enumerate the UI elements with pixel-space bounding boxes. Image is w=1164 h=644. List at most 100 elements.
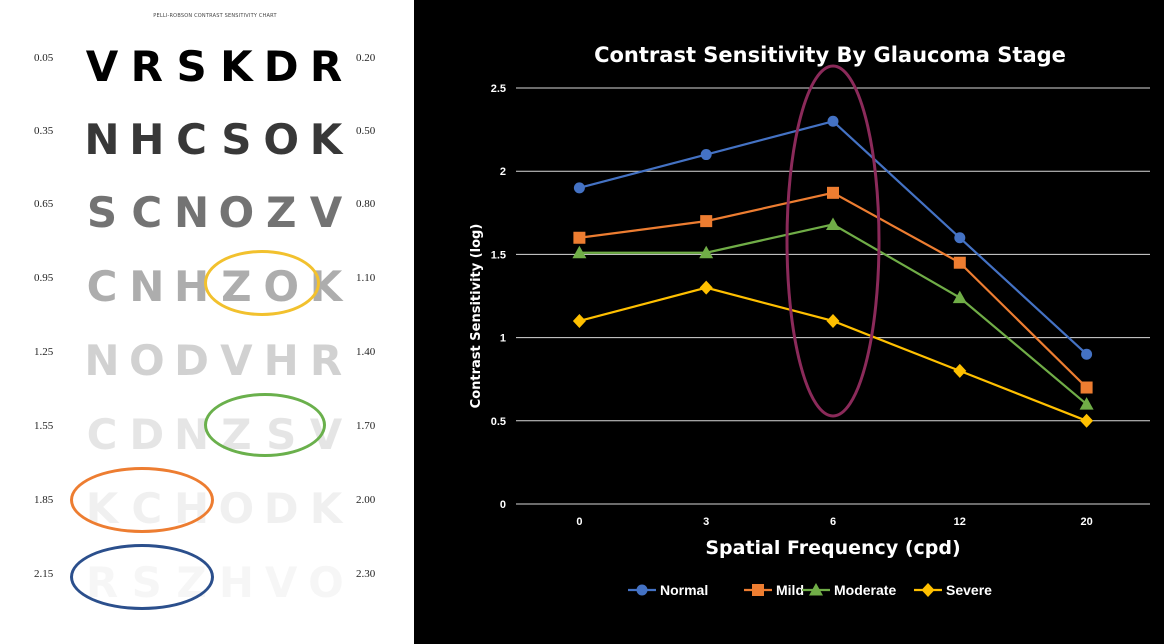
data-point	[1081, 348, 1093, 360]
data-point	[952, 290, 967, 304]
row-left-value: 0.05	[34, 52, 54, 64]
chart-letter: V	[309, 188, 343, 237]
chart-letter: O	[308, 558, 344, 608]
y-tick-label: 2	[500, 166, 506, 178]
data-point	[809, 583, 823, 596]
eye-chart-header: PELLI-ROBSON CONTRAST SENSITIVITY CHART	[153, 13, 277, 19]
chart-letter: C	[176, 115, 207, 164]
x-tick-label: 0	[576, 516, 582, 528]
chart-letter: V	[263, 558, 299, 608]
chart-letter: K	[220, 42, 253, 91]
x-tick-label: 3	[703, 516, 709, 528]
chart-letter: S	[176, 42, 207, 91]
data-point	[826, 313, 840, 328]
y-tick-label: 0	[500, 499, 506, 511]
chart-letter: O	[128, 336, 165, 385]
data-point	[699, 245, 714, 259]
eye-chart-row: 0.65 S C N O Z V 0.80	[0, 188, 414, 258]
data-point	[1079, 397, 1094, 410]
data-point	[573, 182, 585, 194]
eye-chart-row: 2.15RSZHVO2.30	[0, 568, 414, 628]
legend-label: Moderate	[834, 582, 896, 598]
data-point	[827, 186, 839, 199]
pelli-robson-chart: PELLI-ROBSON CONTRAST SENSITIVITY CHART …	[0, 0, 414, 644]
row-left-value: 0.95	[34, 272, 54, 284]
y-tick-label: 2.5	[491, 83, 506, 95]
chart-letter: V	[220, 336, 253, 385]
line-chart-panel: Contrast Sensitivity By Glaucoma Stage 0 0…	[414, 0, 1164, 644]
chart-letter: R	[309, 336, 343, 385]
x-tick-label: 20	[1080, 516, 1092, 528]
chart-letter: R	[309, 42, 343, 91]
x-tick-label: 6	[830, 516, 836, 528]
legend-label: Normal	[660, 582, 708, 598]
chart-letter: K	[309, 484, 343, 533]
row-right-value: 2.00	[356, 494, 376, 506]
chart-letter: N	[84, 336, 120, 385]
row-left-value: 2.15	[34, 568, 54, 580]
chart-letter: C	[86, 262, 118, 311]
row-right-value: 2.30	[356, 568, 376, 580]
legend-label: Mild	[776, 582, 804, 598]
eye-chart-row: 1.25 N O D V H R 1.40	[0, 336, 414, 406]
eye-chart-row: 0.35 N H C S O K 0.50	[0, 115, 414, 185]
highlight-ring-normal	[204, 250, 320, 316]
data-point	[573, 231, 586, 244]
row-left-value: 1.25	[34, 346, 54, 358]
y-axis-title: Contrast Sensitivity (log)	[469, 224, 484, 409]
chart-letter: H	[174, 262, 210, 311]
chart-letter: O	[218, 188, 255, 237]
y-tick-label: 1	[500, 333, 506, 345]
data-point	[636, 584, 648, 596]
data-point	[752, 584, 764, 596]
chart-letter: C	[86, 410, 118, 459]
data-point	[700, 215, 713, 228]
row-left-value: 1.55	[34, 420, 54, 432]
chart-letter: N	[84, 115, 120, 164]
data-point	[1080, 381, 1093, 394]
y-tick-label: 1.5	[491, 249, 506, 261]
row-left-value: 0.35	[34, 125, 54, 137]
chart-letter: N	[174, 410, 210, 459]
chart-title: Contrast Sensitivity By Glaucoma Stage	[594, 43, 1066, 67]
data-point	[572, 313, 586, 328]
chart-letter: Z	[265, 188, 297, 237]
row-left-value: 1.85	[34, 494, 54, 506]
highlight-ring-severe	[70, 544, 214, 610]
y-tick-label: 0.5	[491, 416, 506, 428]
chart-letter: S	[86, 188, 118, 237]
data-point	[827, 115, 839, 127]
chart-letter: R	[130, 42, 163, 91]
row-right-value: 0.80	[356, 198, 376, 210]
data-point	[700, 149, 712, 161]
data-point	[953, 256, 966, 269]
chart-letter: O	[263, 115, 300, 164]
row-left-value: 0.65	[34, 198, 54, 210]
line-chart: Contrast Sensitivity By Glaucoma Stage 0 0…	[469, 43, 1150, 598]
highlight-ellipse	[785, 64, 881, 418]
highlight-ring-mild	[204, 393, 326, 457]
chart-letter: D	[129, 410, 165, 459]
eye-chart-row: 0.05 V R S K D R 0.20	[0, 42, 414, 112]
chart-letter: H	[263, 336, 299, 385]
data-point	[1080, 413, 1094, 428]
chart-letter: V	[85, 42, 119, 91]
chart-letter: H	[218, 558, 254, 608]
chart-letter: N	[174, 188, 210, 237]
legend-label: Severe	[946, 582, 992, 598]
chart-letter: H	[129, 115, 165, 164]
chart-letter: D	[174, 336, 210, 385]
x-tick-label: 12	[954, 516, 966, 528]
row-right-value: 1.10	[356, 272, 376, 284]
row-right-value: 1.40	[356, 346, 376, 358]
chart-letter: D	[263, 42, 299, 91]
highlight-ring-moderate	[70, 467, 214, 533]
series-line-severe	[579, 286, 1088, 422]
chart-letter: C	[131, 188, 163, 237]
data-point	[954, 232, 966, 244]
